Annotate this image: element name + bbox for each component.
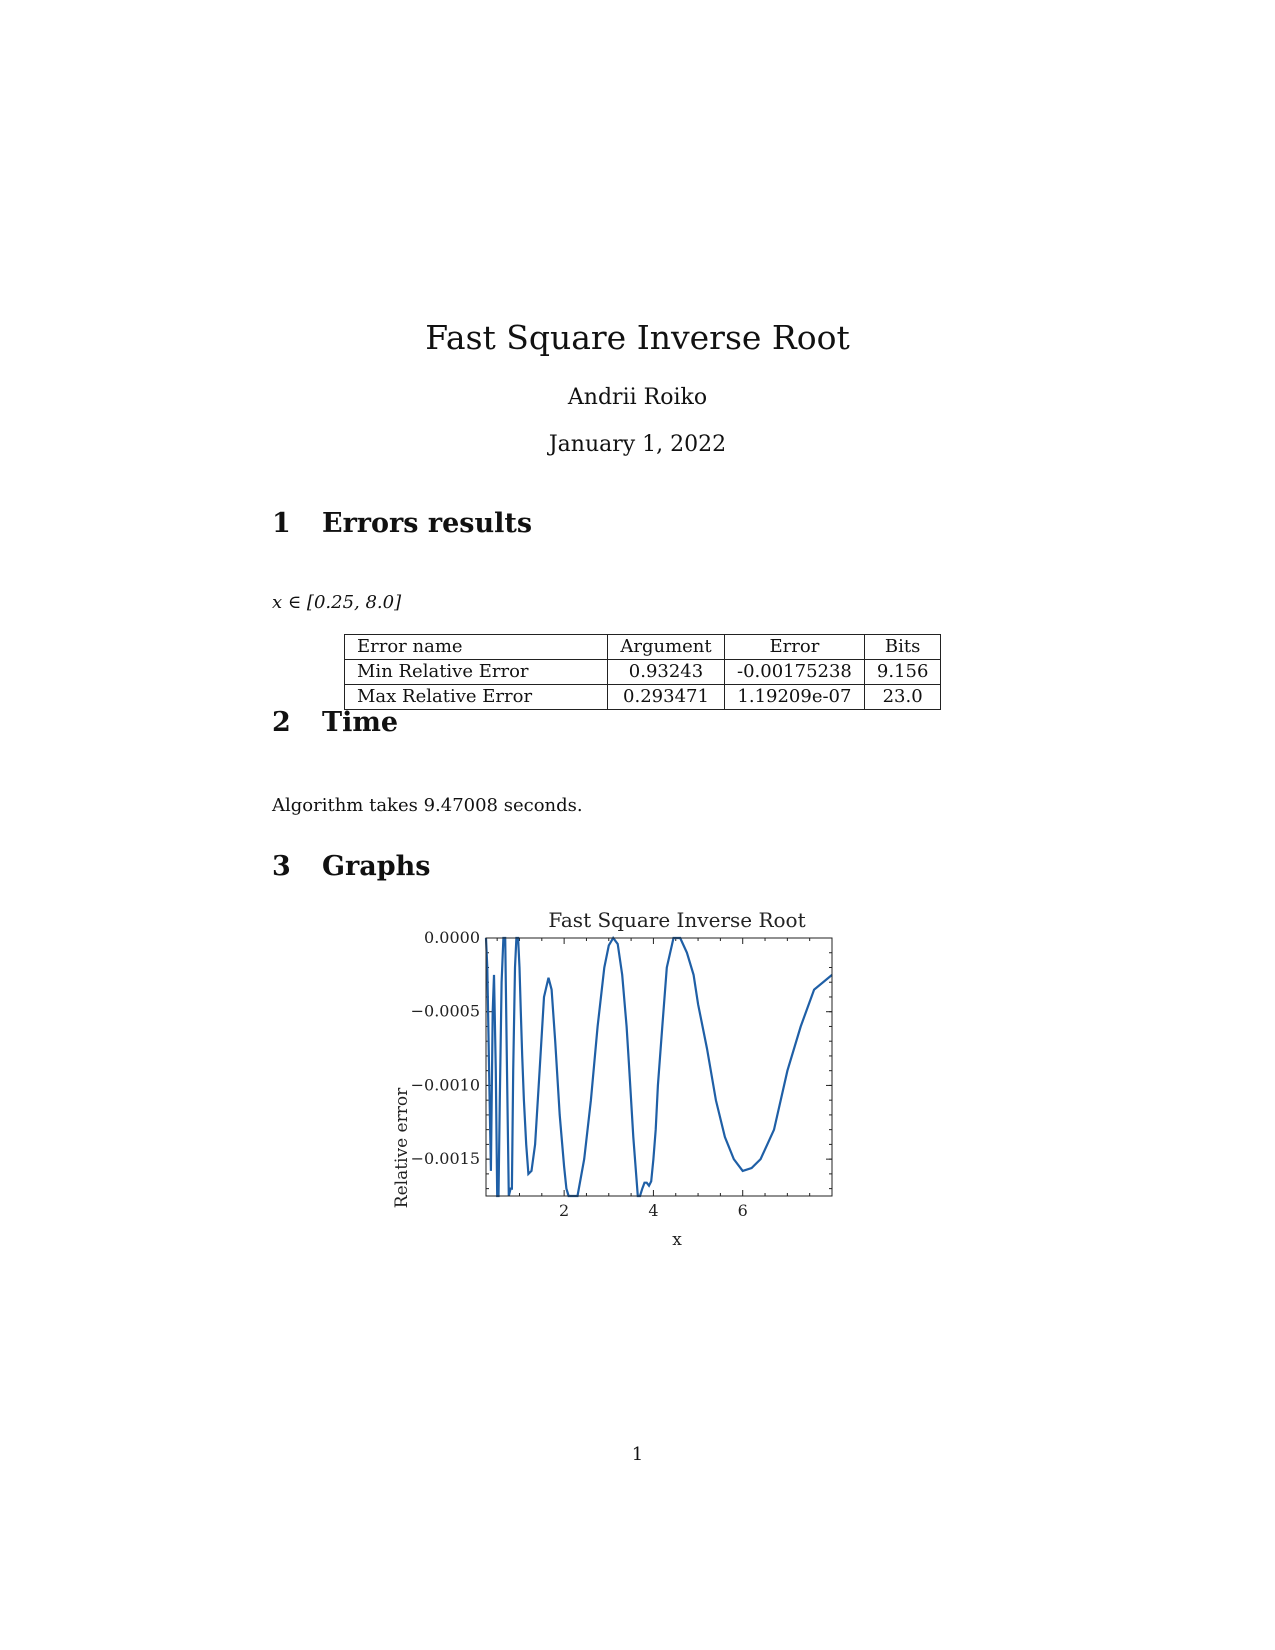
chart-ticks: 2 4 6 0.0000 −0.0005 −0.0010 −0.0015 [411, 928, 832, 1220]
table-row: Min Relative Error 0.93243 -0.00175238 9… [344, 659, 942, 685]
document-title: Fast Square Inverse Root [425, 318, 850, 357]
x-tick-label: 4 [648, 1201, 658, 1220]
section-title: Errors results [322, 508, 533, 539]
x-tick-label: 6 [738, 1201, 748, 1220]
table-cell: Min Relative Error [344, 659, 608, 685]
time-result-text: Algorithm takes 9.47008 seconds. [272, 795, 583, 816]
page-number: 1 [631, 1444, 644, 1465]
x-tick-label: 2 [559, 1201, 569, 1220]
y-tick-label: 0.0000 [424, 928, 480, 947]
table-cell: 0.93243 [607, 659, 725, 685]
y-axis-label: Relative error [392, 1087, 412, 1208]
y-tick-label: −0.0015 [411, 1149, 480, 1168]
x-axis-label: x [672, 1230, 682, 1250]
table-cell: 1.19209e-07 [724, 684, 865, 710]
series-line [484, 936, 833, 1198]
errors-table: Error name Argument Error Bits Min Relat… [344, 634, 942, 710]
section-heading-errors: 1 Errors results [272, 508, 532, 539]
section-heading-time: 2 Time [272, 707, 398, 738]
section-number: 3 [272, 851, 291, 882]
y-tick-label: −0.0010 [411, 1075, 480, 1094]
table-row: Max Relative Error 0.293471 1.19209e-07 … [344, 684, 942, 710]
header-cell: Argument [607, 634, 725, 660]
table-cell: 9.156 [863, 659, 942, 685]
chart-title: Fast Square Inverse Root [548, 908, 805, 932]
table-cell: 0.293471 [607, 684, 725, 710]
domain-expression: x ∈ [0.25, 8.0] [272, 592, 402, 613]
table-cell: -0.00175238 [724, 659, 865, 685]
section-number: 1 [272, 508, 291, 539]
header-cell: Error [724, 634, 865, 660]
section-heading-graphs: 3 Graphs [272, 851, 431, 882]
y-tick-label: −0.0005 [411, 1002, 480, 1021]
document-date: January 1, 2022 [548, 432, 727, 457]
table-cell: Max Relative Error [344, 684, 608, 710]
section-number: 2 [272, 707, 291, 738]
plot-frame [485, 937, 833, 1197]
header-cell: Bits [863, 634, 942, 660]
section-title: Time [322, 707, 399, 738]
section-title: Graphs [322, 851, 431, 882]
table-cell: 23.0 [863, 684, 942, 710]
relative-error-chart: Fast Square Inverse Root 2 4 6 0.0000 −0.000… [392, 908, 833, 1250]
header-cell: Error name [344, 634, 608, 660]
document-author: Andrii Roiko [567, 385, 708, 410]
table-header-row: Error name Argument Error Bits [344, 634, 942, 660]
